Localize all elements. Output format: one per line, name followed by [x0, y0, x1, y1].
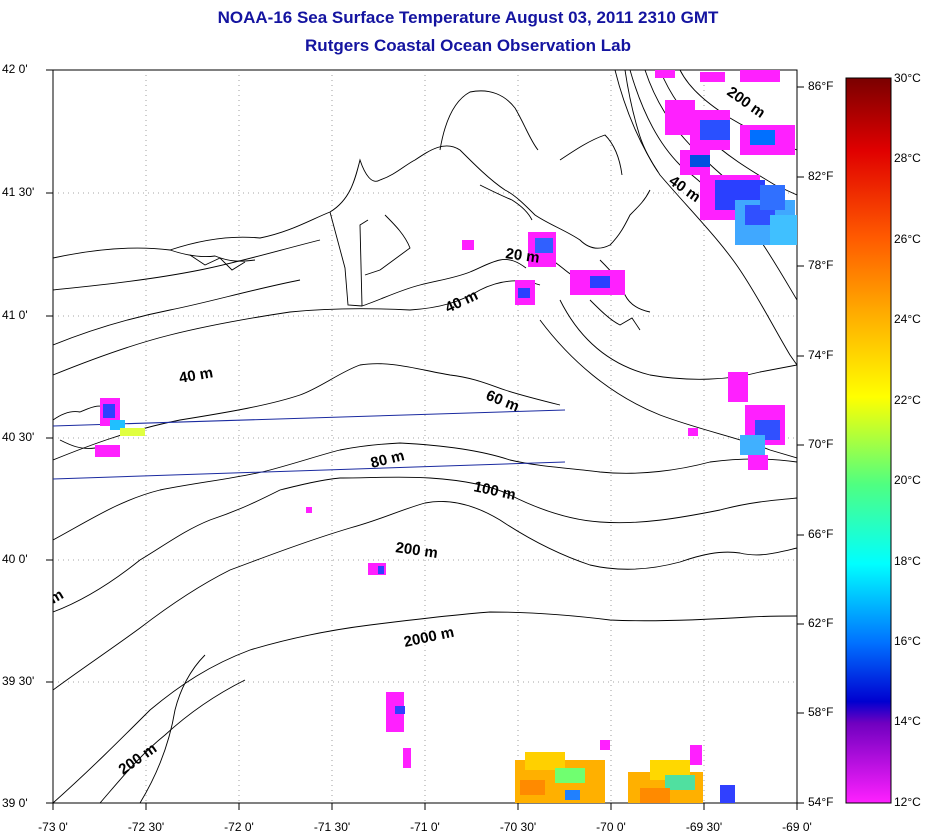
coastline — [53, 70, 659, 449]
lon-label-72: -72 0' — [224, 820, 254, 834]
lat-label-39-30: 39 30' — [2, 674, 35, 688]
f-label-86: 86°F — [808, 79, 834, 93]
c-label-22: 22°C — [894, 393, 921, 407]
c-label-18: 18°C — [894, 554, 921, 568]
lat-label-41-30: 41 30' — [2, 185, 35, 199]
c-label-16: 16°C — [894, 634, 921, 648]
f-label-54: 54°F — [808, 795, 834, 809]
c-label-30: 30°C — [894, 71, 921, 85]
transect-lines — [53, 409, 566, 480]
lon-label-72-30: -72 30' — [127, 820, 165, 834]
c-label-14: 14°C — [894, 714, 921, 728]
lat-label-39: 39 0' — [2, 796, 28, 810]
f-label-62: 62°F — [808, 616, 834, 630]
contour-label-40m-b: 40 m — [178, 364, 215, 387]
f-label-58: 58°F — [808, 705, 834, 719]
lon-label-71: -71 0' — [410, 820, 440, 834]
f-label-82: 82°F — [808, 169, 834, 183]
sst-pixels — [95, 70, 797, 803]
lat-label-42: 42 0' — [2, 62, 28, 76]
c-label-24: 24°C — [894, 312, 921, 326]
contour-label-200m-a: 200 m — [394, 539, 438, 562]
lat-label-41: 41 0' — [2, 308, 28, 322]
lon-label-73: -73 0' — [38, 820, 68, 834]
graticule — [53, 70, 797, 803]
lon-label-70: -70 0' — [596, 820, 626, 834]
c-label-12: 12°C — [894, 795, 921, 809]
c-label-20: 20°C — [894, 473, 921, 487]
contour-label-20m: 20 m — [504, 245, 540, 267]
f-label-78: 78°F — [808, 258, 834, 272]
axis-ticks — [46, 69, 804, 810]
f-label-66: 66°F — [808, 527, 834, 541]
lon-label-69: -69 0' — [782, 820, 812, 834]
c-label-28: 28°C — [894, 151, 921, 165]
lon-label-70-30: -70 30' — [499, 820, 537, 834]
lon-label-71-30: -71 30' — [313, 820, 351, 834]
f-label-70: 70°F — [808, 437, 834, 451]
c-label-26: 26°C — [894, 232, 921, 246]
lat-label-40: 40 0' — [2, 552, 28, 566]
f-label-74: 74°F — [808, 348, 834, 362]
lon-label-69-30: -69 30' — [685, 820, 723, 834]
colorbar — [845, 77, 892, 804]
lat-label-40-30: 40 30' — [2, 430, 35, 444]
map-subtitle: Rutgers Coastal Ocean Observation Lab — [305, 36, 631, 55]
map-title: NOAA-16 Sea Surface Temperature August 0… — [217, 8, 719, 27]
